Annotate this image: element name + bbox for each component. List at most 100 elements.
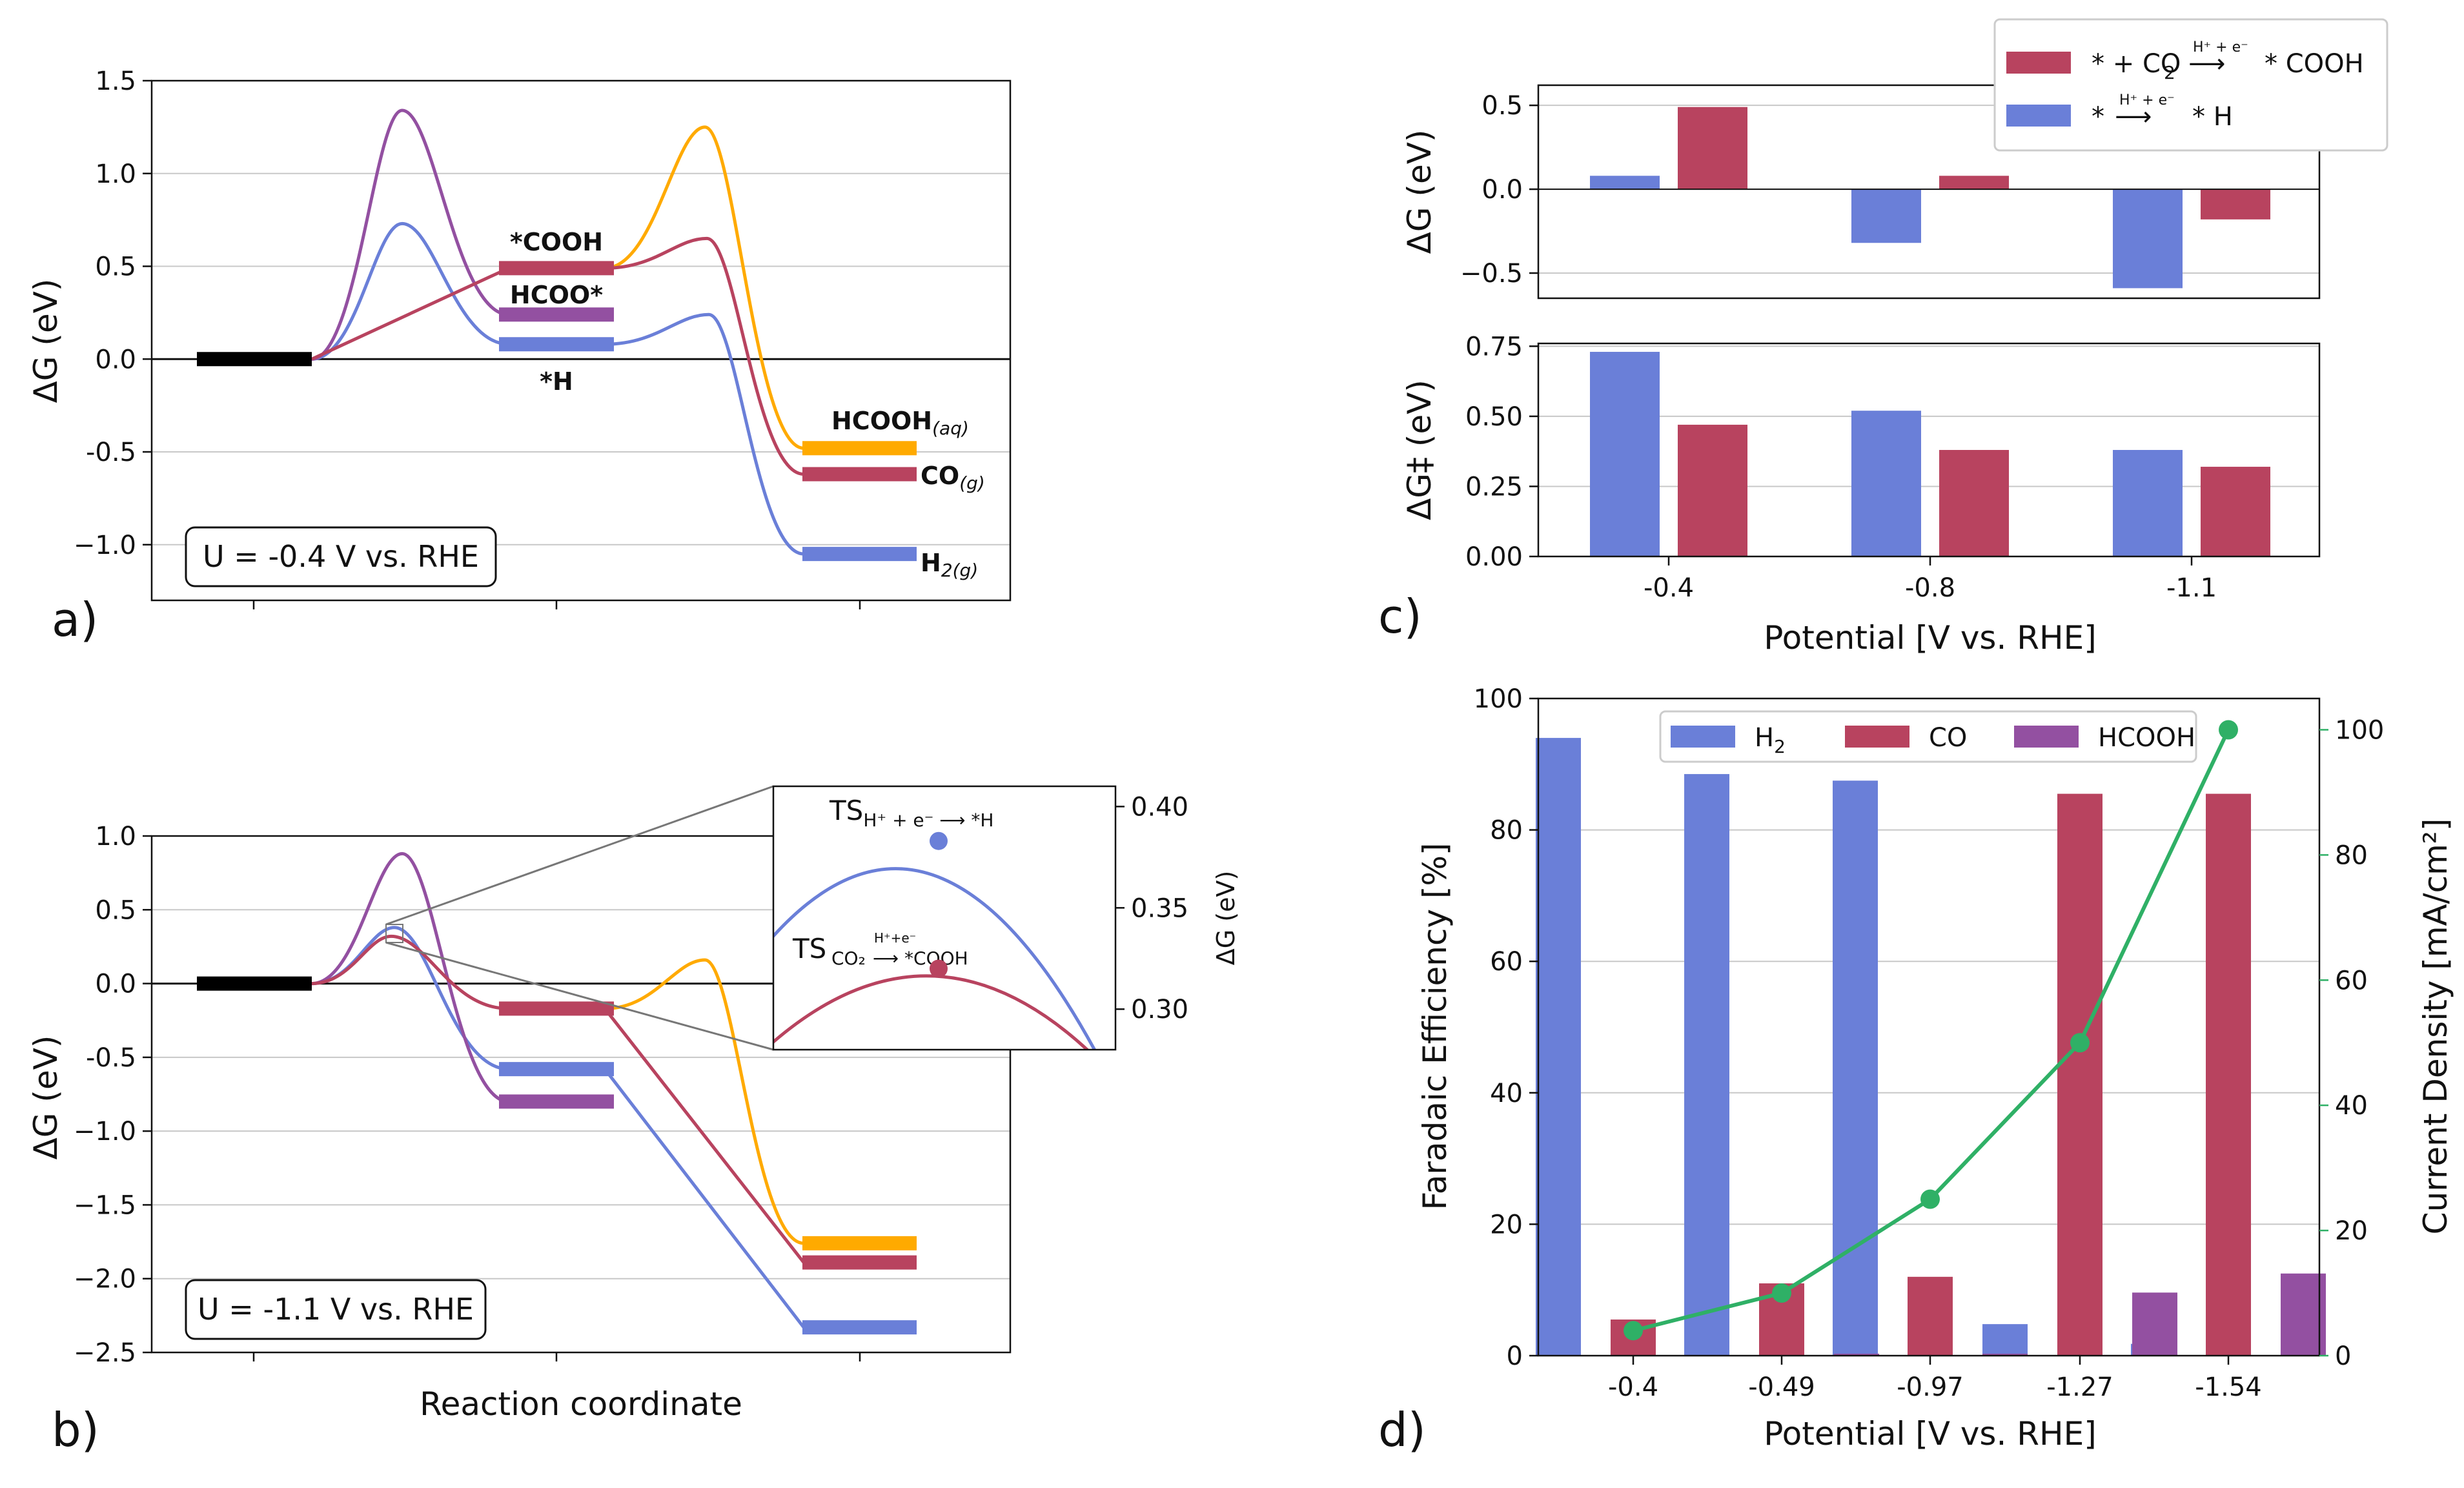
panel-d-y2-tick-label: 40	[2335, 1091, 2368, 1121]
panel-d-y-tick-label: 60	[1490, 947, 1523, 977]
panel-c-top-y-tick-label: −0.5	[1460, 259, 1523, 289]
panel-d-y2-tick-label: 0	[2335, 1341, 2351, 1371]
panel-d-bar-h2	[1833, 780, 1878, 1356]
panel-c-top-bars	[1538, 107, 2319, 289]
panel-a-y-tick-label: 1.0	[95, 159, 136, 189]
panel-d-x-tick-label: -0.4	[1608, 1372, 1658, 1402]
panel-c-top-y-ticks: −0.5 0.0 0.5	[1460, 91, 1538, 289]
panel-d-bar-hcooh	[1982, 1353, 2028, 1356]
label-hcooh-sub: (aq)	[932, 418, 969, 439]
panel-d-legend-box	[1659, 710, 2197, 763]
panel-b-levels	[197, 976, 917, 1335]
panel-a-frame	[150, 79, 1012, 602]
panel-c-bottom-frame	[1537, 342, 2321, 558]
panel-d-y-ticks: 0 20 40 60 80 100	[1474, 684, 1538, 1371]
panel-c-bottom-bar	[1590, 352, 1660, 556]
panel-c-bottom-x-ticks: -0.4 -0.8 -1.1	[1644, 556, 2217, 603]
panel-c-bar-charts: −0.5 0.0 0.5 ΔG (eV) 0.00 0.25 0.50 0.75 -0.4…	[1378, 18, 2388, 657]
panel-d-y2-tick-label: 80	[2335, 841, 2368, 870]
panel-a-label: a)	[52, 593, 98, 647]
panel-c-bottom-y-tick-label: 0.50	[1465, 402, 1523, 432]
panel-a-y-tick-label: −1.0	[74, 531, 136, 560]
legend-h-over: H⁺ + e⁻	[2119, 92, 2175, 108]
panel-d-bar-hcooh	[2281, 1273, 2326, 1356]
panel-d-label: d)	[1378, 1403, 1426, 1457]
panel-d-bar-co	[2206, 793, 2251, 1356]
label-hcooh: HCOOH(aq)	[831, 407, 969, 439]
panel-c-bottom-x-tick-label: -1.1	[2166, 573, 2217, 603]
panel-c-bottom-bar	[1851, 411, 1921, 556]
panel-c-xlabel: Potential [V vs. RHE]	[1764, 619, 2096, 657]
panel-d-y-tick-label: 80	[1490, 816, 1523, 846]
legend-h2-sub: 2	[1774, 736, 1786, 757]
panel-d-y-tick-label: 40	[1490, 1079, 1523, 1108]
panel-d-y-tick-label: 0	[1507, 1341, 1523, 1371]
panel-c-top-y-tick-label: 0.0	[1481, 175, 1523, 205]
panel-d-y2-ticks: 0 20 40 60 80 100	[2319, 715, 2384, 1371]
panel-b-y-tick-label: −1.0	[74, 1117, 136, 1147]
pathway-co	[311, 236, 804, 476]
panel-d-x-ticks: -0.4 -0.49 -0.97 -1.27 -1.54	[1608, 1356, 2262, 1402]
panel-b-y-tick-label: 1.0	[95, 822, 136, 851]
inset-y-tick-label: 0.40	[1131, 792, 1188, 822]
inset-ts-co-over: H⁺+e⁻	[874, 930, 916, 946]
current-density-point	[1772, 1283, 1791, 1303]
panel-b-y-tick-label: 0.5	[95, 895, 136, 925]
inset-curve-h	[773, 867, 1097, 1050]
label-hcooh-main: HCOOH	[831, 407, 932, 435]
panel-d-y-tick-label: 20	[1490, 1210, 1523, 1239]
panel-d-y-tick-label: 100	[1474, 684, 1523, 714]
inset-frame	[772, 785, 1117, 1051]
legend-cooh-over: H⁺ + e⁻	[2193, 39, 2248, 56]
current-density-point	[2070, 1033, 2090, 1053]
panel-c-top-y-tick-label: 0.5	[1481, 91, 1523, 121]
legend-h2: H2	[1755, 723, 1786, 757]
inset-ts-h-label: TSH⁺ + e⁻ ⟶ *H	[829, 795, 993, 831]
panel-b-y-tick-label: 0.0	[95, 970, 136, 999]
current-density-point	[2219, 720, 2238, 740]
panel-a-annotation-box	[185, 526, 497, 587]
panel-d-bars	[1536, 738, 2326, 1356]
panel-c-bottom-bar	[2113, 450, 2183, 556]
legend-h-a: *	[2092, 102, 2104, 132]
label-h2-main: H	[921, 549, 941, 577]
inset-connector-bottom	[385, 941, 774, 1051]
panel-a-y-tick-label: 1.5	[95, 66, 136, 96]
pathway-hcoo	[311, 851, 509, 1103]
inset-y-tick-label: 0.35	[1131, 893, 1188, 923]
panel-c-bottom-y-tick-label: 0.75	[1465, 332, 1523, 362]
inset-ts-co-sub: CO₂	[831, 948, 866, 969]
panel-a-annotation: U = -0.4 V vs. RHE	[203, 539, 479, 574]
current-density-point	[1624, 1321, 1643, 1341]
inset-ts-h-sub: H⁺ + e⁻ ⟶ *H	[863, 810, 993, 831]
inset-curves	[773, 867, 1097, 1050]
panel-d-legend: H2 CO HCOOH	[1659, 710, 2197, 763]
panel-c-bottom-bar	[2201, 467, 2270, 556]
pathway-hcooh	[604, 125, 804, 450]
panel-d-faradaic-efficiency: 0 20 40 60 80 100 0 20 40 60 80 100 -0.4 -0.49 -0.97…	[1378, 684, 2454, 1457]
panel-b-inset: 0.300.350.40 ΔG (eV) TSH⁺ + e⁻ ⟶ *H TS C…	[772, 785, 1240, 1051]
inset-zoom-box	[385, 924, 403, 943]
panel-a-ylabel: ΔG (eV)	[27, 279, 65, 403]
legend-hcooh: HCOOH	[2098, 723, 2195, 753]
pathway-co	[311, 934, 805, 1264]
panel-a-y-ticks: −1.0 -0.5 0.0 0.5 1.0 1.5	[74, 66, 152, 560]
panel-a-y-tick-label: -0.5	[86, 438, 136, 467]
panel-b-ylabel: ΔG (eV)	[27, 1035, 65, 1160]
panel-c-label: c)	[1378, 589, 1422, 644]
legend-swatch-h	[2006, 105, 2071, 127]
panel-c-bottom-ylabel: ΔG‡ (eV)	[1401, 380, 1438, 520]
panel-a-y-tick-label: 0.0	[95, 345, 136, 374]
panel-d-y2-tick-label: 60	[2335, 966, 2368, 995]
panel-d-bar-h2	[1684, 774, 1729, 1356]
label-hcoo: HCOO*	[510, 281, 603, 309]
panel-c-bottom-y-tick-label: 0.00	[1465, 542, 1523, 572]
label-co-main: CO	[921, 462, 959, 490]
panel-d-bar-h2	[1982, 1324, 2028, 1356]
pathway-hcoo	[311, 108, 509, 361]
legend-h2-main: H	[1755, 723, 1774, 753]
panel-c-bottom-y-ticks: 0.00 0.25 0.50 0.75	[1465, 332, 1538, 572]
panel-a-y-tick-label: 0.5	[95, 252, 136, 282]
label-h2-sub: 2(g)	[941, 560, 978, 581]
panel-c-bottom-bar	[1678, 424, 1747, 556]
